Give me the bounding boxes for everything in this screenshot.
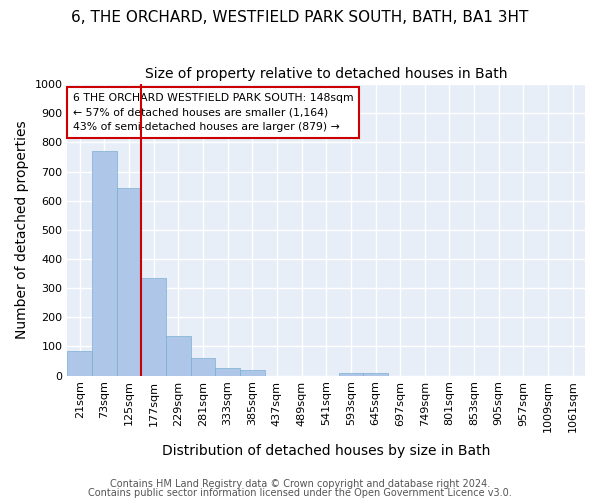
- Bar: [92, 151, 117, 376]
- Bar: [117, 188, 142, 376]
- Bar: [338, 372, 363, 376]
- Y-axis label: Number of detached properties: Number of detached properties: [15, 120, 29, 339]
- Bar: [240, 370, 265, 376]
- Text: Contains public sector information licensed under the Open Government Licence v3: Contains public sector information licen…: [88, 488, 512, 498]
- Bar: [166, 336, 191, 376]
- Bar: [142, 278, 166, 376]
- Title: Size of property relative to detached houses in Bath: Size of property relative to detached ho…: [145, 68, 508, 82]
- Bar: [363, 372, 388, 376]
- Text: 6, THE ORCHARD, WESTFIELD PARK SOUTH, BATH, BA1 3HT: 6, THE ORCHARD, WESTFIELD PARK SOUTH, BA…: [71, 10, 529, 25]
- Bar: [191, 358, 215, 376]
- X-axis label: Distribution of detached houses by size in Bath: Distribution of detached houses by size …: [162, 444, 490, 458]
- Text: Contains HM Land Registry data © Crown copyright and database right 2024.: Contains HM Land Registry data © Crown c…: [110, 479, 490, 489]
- Bar: [67, 351, 92, 376]
- Bar: [215, 368, 240, 376]
- Text: 6 THE ORCHARD WESTFIELD PARK SOUTH: 148sqm
← 57% of detached houses are smaller : 6 THE ORCHARD WESTFIELD PARK SOUTH: 148s…: [73, 93, 353, 132]
